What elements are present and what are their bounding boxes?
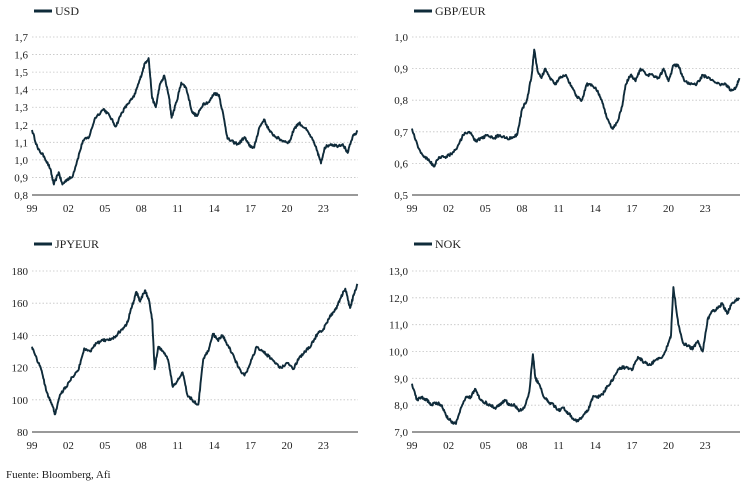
x-tick-label: 08: [516, 440, 528, 452]
y-tick-label: 1,1: [14, 137, 28, 149]
y-tick-label: 7,0: [394, 427, 408, 439]
x-tick-label: 05: [480, 203, 492, 215]
series-line-gbpeur: [411, 48, 741, 168]
chart-usd: 1,7 1,6 1,5 1,4 1,3 1,2 1,1 1,0 0,9 0,899 02 05 08 11…: [14, 4, 359, 215]
y-tick-label: 11,0: [389, 320, 408, 332]
series-line-usd: [31, 57, 359, 186]
x-tick-label: 17: [245, 203, 257, 215]
y-tick-label: 13,0: [389, 266, 409, 278]
y-tick-label: 0,6: [394, 158, 408, 170]
x-tick-label: 20: [281, 440, 293, 452]
y-tick-label: 9,0: [394, 373, 408, 385]
x-tick-label: 02: [443, 440, 454, 452]
y-tick-label: 1,0: [394, 32, 408, 44]
legend-label: GBP/EUR: [435, 4, 486, 18]
x-tick-label: 17: [626, 203, 638, 215]
x-tick-label: 23: [318, 203, 330, 215]
y-tick-label: 0,9: [14, 172, 28, 184]
y-tick-label: 1,4: [14, 85, 28, 97]
x-tick-label: 05: [480, 440, 492, 452]
y-tick-label: 1,0: [14, 155, 28, 167]
y-tick-label: 0,7: [394, 127, 408, 139]
x-tick-label: 11: [172, 203, 183, 215]
y-tick-label: 140: [12, 330, 29, 342]
x-tick-label: 17: [245, 440, 257, 452]
legend-label: NOK: [435, 237, 461, 251]
chart-gbpeur: 1,0 0,9 0,8 0,7 0,6 0,599 02 05 08 11 14 17 20 23 GBP/…: [394, 4, 741, 215]
x-tick-label: 20: [663, 440, 675, 452]
x-tick-label: 99: [27, 440, 39, 452]
y-tick-label: 1,5: [14, 67, 28, 79]
chart-nok: 13,0 12,0 11,0 10,0 9,0 8,0 7,099 02 05 08 11 14 17 2…: [389, 237, 741, 452]
y-tick-label: 12,0: [389, 293, 409, 305]
x-tick-label: 14: [590, 203, 602, 215]
x-tick-label: 99: [407, 440, 419, 452]
x-tick-label: 11: [553, 203, 564, 215]
y-tick-label: 80: [17, 427, 29, 439]
x-tick-label: 20: [663, 203, 675, 215]
x-tick-label: 11: [553, 440, 564, 452]
x-tick-label: 20: [281, 203, 293, 215]
x-tick-label: 99: [407, 203, 419, 215]
legend-label: JPYEUR: [55, 237, 99, 251]
x-tick-label: 05: [99, 203, 111, 215]
x-tick-label: 08: [516, 203, 528, 215]
source-note: Fuente: Bloomberg, Afi: [6, 469, 111, 481]
y-tick-label: 1,3: [14, 102, 28, 114]
x-tick-label: 02: [63, 440, 74, 452]
x-tick-label: 11: [172, 440, 183, 452]
y-tick-label: 10,0: [389, 347, 409, 359]
y-tick-label: 120: [12, 363, 29, 375]
x-tick-label: 17: [626, 440, 638, 452]
y-tick-label: 0,8: [394, 95, 408, 107]
y-tick-label: 1,6: [14, 50, 28, 62]
y-tick-label: 0,5: [394, 190, 408, 202]
y-tick-label: 1,7: [14, 32, 28, 44]
x-tick-label: 14: [209, 203, 221, 215]
x-tick-label: 14: [209, 440, 221, 452]
y-tick-label: 0,8: [14, 190, 28, 202]
y-tick-label: 1,2: [14, 120, 28, 132]
x-tick-label: 08: [136, 203, 148, 215]
y-tick-label: 0,9: [394, 64, 408, 76]
series-line-jpyeur: [31, 283, 359, 416]
x-tick-label: 99: [27, 203, 39, 215]
x-tick-label: 02: [443, 203, 454, 215]
x-tick-label: 23: [700, 203, 712, 215]
y-tick-label: 8,0: [394, 400, 408, 412]
y-tick-label: 180: [12, 266, 29, 278]
legend-label: USD: [55, 4, 79, 18]
series-line-nok: [411, 286, 741, 425]
x-tick-label: 23: [318, 440, 330, 452]
y-tick-label: 160: [12, 298, 29, 310]
x-tick-label: 14: [590, 440, 602, 452]
x-tick-label: 08: [136, 440, 148, 452]
y-tick-label: 100: [12, 395, 29, 407]
x-tick-label: 05: [99, 440, 111, 452]
x-tick-label: 02: [63, 203, 74, 215]
x-tick-label: 23: [700, 440, 712, 452]
